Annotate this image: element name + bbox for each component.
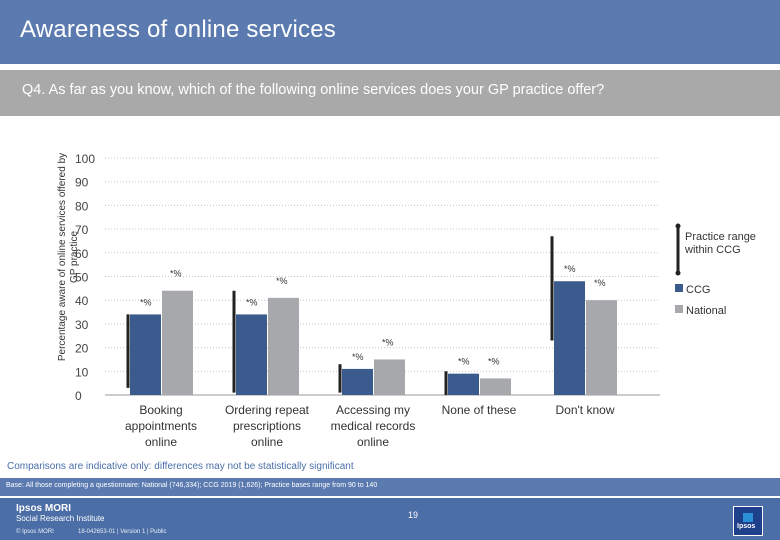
legend-range-label: within CCG (684, 244, 741, 256)
y-tick-label: 70 (75, 223, 89, 237)
y-tick-label: 20 (75, 342, 89, 356)
ipsos-mori-logo: Ipsos MORI Social Research Institute (16, 504, 105, 524)
page-title: Awareness of online services (20, 16, 336, 43)
copyright-text: © Ipsos MORI (16, 529, 54, 535)
y-tick-label: 0 (75, 389, 82, 403)
data-label-ccg: *% (458, 357, 470, 367)
legend-label: National (686, 305, 726, 317)
x-category-label: Ordering repeat (225, 403, 310, 417)
bar-national (586, 300, 617, 395)
bar-national (268, 297, 299, 395)
job-number: 18-042653-01 | Version 1 | Public (78, 529, 167, 535)
y-tick-label: 100 (75, 152, 95, 166)
legend-swatch (675, 284, 683, 292)
data-label-national: *% (488, 356, 500, 366)
bar-ccg (236, 314, 267, 395)
data-label-ccg: *% (564, 264, 576, 274)
y-tick-label: 60 (75, 247, 89, 261)
logo-subtitle: Social Research Institute (16, 514, 105, 523)
data-label-national: *% (594, 278, 606, 288)
data-label-ccg: *% (140, 297, 152, 307)
comparison-note: Comparisons are indicative only: differe… (7, 461, 354, 472)
y-tick-label: 50 (75, 271, 89, 285)
data-label-national: *% (382, 337, 394, 347)
title-bar: Awareness of online services (0, 0, 780, 64)
bar-national (374, 359, 405, 395)
page-number: 19 (408, 510, 419, 520)
x-category-label: appointments (125, 419, 197, 433)
bar-ccg (448, 373, 479, 395)
question-bar: Q4. As far as you know, which of the fol… (0, 70, 780, 116)
bar-ccg (554, 281, 585, 395)
ipsos-square-logo-icon: Ipsos (733, 506, 763, 536)
base-bar: Base: All those completing a questionnai… (0, 478, 780, 496)
footer: Ipsos MORI Social Research Institute 19 … (0, 498, 780, 540)
y-tick-label: 40 (75, 294, 89, 308)
y-tick-label: 10 (75, 365, 89, 379)
x-category-label: medical records (331, 419, 416, 433)
legend-range-label: Practice range (685, 231, 756, 243)
logo-brand: Ipsos MORI (16, 503, 72, 514)
data-label-ccg: *% (246, 297, 258, 307)
y-tick-label: 30 (75, 318, 89, 332)
data-label-ccg: *% (352, 352, 364, 362)
bar-ccg (342, 368, 373, 395)
x-category-label: online (145, 435, 177, 449)
legend-label: CCG (686, 284, 710, 296)
bar-ccg (130, 314, 161, 395)
question-text: Q4. As far as you know, which of the fol… (22, 82, 605, 98)
y-tick-label: 90 (75, 176, 89, 190)
bar-national (480, 378, 511, 395)
legend-range-cap-top (675, 223, 681, 229)
bar-national (162, 290, 193, 395)
data-label-national: *% (170, 269, 182, 279)
legend-swatch (675, 305, 683, 313)
x-category-label: online (357, 435, 389, 449)
y-tick-label: 80 (75, 199, 89, 213)
x-category-label: None of these (442, 403, 517, 417)
data-label-national: *% (276, 276, 288, 286)
x-category-label: prescriptions (233, 419, 301, 433)
x-category-label: Booking (139, 403, 182, 417)
base-text: Base: All those completing a questionnai… (6, 482, 378, 489)
legend-range-cap-bottom (675, 270, 681, 276)
x-category-label: Accessing my (336, 403, 410, 417)
x-category-label: online (251, 435, 283, 449)
x-category-label: Don't know (556, 403, 615, 417)
